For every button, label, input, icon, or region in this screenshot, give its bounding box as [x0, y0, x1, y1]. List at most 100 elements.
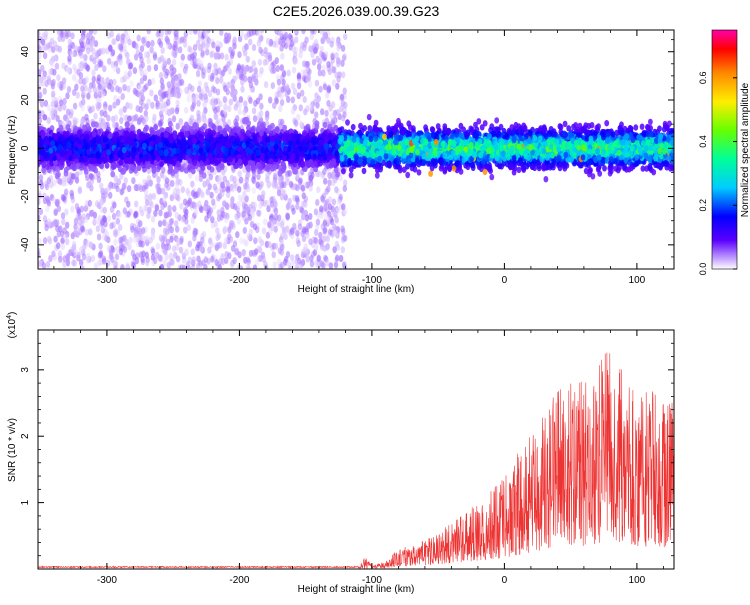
heatmap-cell [160, 47, 165, 54]
heatmap-cell [327, 228, 333, 236]
heatmap-cell [112, 229, 118, 237]
heatmap-cell [148, 179, 154, 187]
heatmap-cell [103, 110, 108, 118]
heatmap-cell [69, 108, 74, 116]
heatmap-cell [314, 229, 319, 236]
heatmap-cell [290, 82, 296, 90]
heatmap-cell [291, 207, 296, 215]
heatmap-cell [314, 92, 319, 100]
heatmap-cell [91, 75, 97, 83]
heatmap-cell [186, 199, 191, 207]
heatmap-cell [243, 100, 248, 108]
heatmap-cell [184, 247, 189, 255]
heatmap-cell [335, 243, 341, 251]
heatmap-cell [305, 60, 311, 68]
heatmap-cell [107, 57, 112, 65]
heatmap-cell [315, 199, 320, 206]
heatmap-cell [254, 259, 260, 267]
heatmap-cell [142, 178, 147, 186]
heatmap-cell [251, 187, 256, 195]
heatmap-cell [50, 100, 56, 108]
heatmap-cell [178, 178, 183, 186]
heatmap-cell [43, 99, 49, 107]
heatmap-cell [316, 63, 322, 71]
heatmap-cell [219, 30, 224, 36]
heatmap-cell [39, 100, 45, 108]
heatmap-cell [156, 182, 161, 190]
heatmap-cell [290, 254, 295, 262]
heatmap-cell [235, 72, 240, 80]
heatmap-cell [186, 95, 191, 103]
heatmap-cell [95, 49, 100, 57]
heatmap-cell [292, 222, 297, 230]
heatmap-cell [171, 245, 177, 253]
heatmap-cell [164, 228, 170, 236]
heatmap-cell [230, 244, 236, 252]
heatmap-cell [174, 30, 180, 36]
heatmap-cell [170, 180, 175, 187]
heatmap-cell [138, 106, 143, 113]
heatmap-cell [336, 198, 341, 206]
heatmap-cell [190, 53, 195, 61]
heatmap-cell [340, 59, 345, 67]
heatmap-cell [237, 170, 242, 178]
heatmap-cell [62, 227, 67, 235]
heatmap-cell [276, 78, 282, 86]
heatmap-cell [259, 180, 264, 188]
heatmap-cell [102, 65, 107, 73]
heatmap-cell [157, 254, 162, 262]
heatmap-cell [321, 235, 327, 243]
heatmap-cell [56, 30, 62, 35]
heatmap-cell [57, 104, 63, 112]
heatmap-cell [199, 115, 204, 123]
heatmap-cell [187, 240, 192, 248]
heatmap-cell [112, 201, 117, 209]
heatmap-cell [230, 220, 235, 228]
heatmap-cell [229, 201, 234, 208]
heatmap-cell [65, 92, 70, 100]
heatmap-cell [99, 109, 105, 117]
heatmap-cell [71, 259, 76, 267]
heatmap-cell [309, 260, 315, 268]
heatmap-cell [169, 217, 174, 225]
heatmap-cell [324, 243, 330, 251]
heatmap-cell [165, 37, 171, 45]
heatmap-cell [286, 260, 292, 268]
heatmap-cell [314, 79, 320, 87]
heatmap-cell [57, 35, 62, 43]
heatmap-cell [94, 64, 99, 71]
heatmap-cell [133, 210, 138, 218]
heatmap-cell [144, 194, 149, 202]
heatmap-cell [300, 201, 306, 208]
heatmap-cell [205, 188, 210, 196]
heatmap-cell [171, 58, 177, 66]
heatmap-cell [56, 242, 61, 250]
heatmap-cell [174, 46, 179, 54]
heatmap-cell [284, 90, 289, 98]
heatmap-cell [67, 55, 72, 62]
heatmap-cell [237, 101, 243, 109]
heatmap-cell [301, 30, 306, 35]
heatmap-cell [197, 44, 202, 52]
heatmap-cell [70, 246, 75, 253]
heatmap-cell [175, 255, 181, 263]
heatmap-cell [264, 58, 269, 66]
heatmap-cell [70, 32, 75, 40]
heatmap-cell [319, 260, 325, 268]
heatmap-cell [143, 204, 148, 212]
heatmap-cell [99, 198, 104, 205]
heatmap-cell [341, 203, 346, 211]
heatmap-cell [83, 54, 88, 61]
heatmap-cell [38, 69, 42, 77]
heatmap-cell [339, 93, 345, 101]
heatmap-cell [132, 236, 137, 244]
heatmap-cell [171, 50, 176, 58]
heatmap-cell [323, 177, 328, 185]
heatmap-cell [207, 246, 212, 254]
heatmap-cell [91, 47, 96, 55]
heatmap-cell [53, 209, 58, 217]
heatmap-cell [38, 30, 41, 38]
heatmap-cell [341, 71, 346, 79]
heatmap-cell [148, 236, 153, 244]
heatmap-cell [161, 101, 167, 109]
